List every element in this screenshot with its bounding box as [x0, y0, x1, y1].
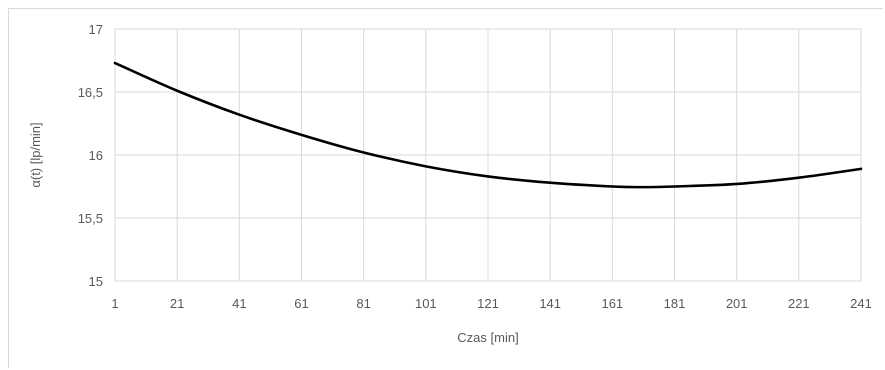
x-tick-label: 201 [726, 296, 748, 311]
x-tick-label: 121 [477, 296, 499, 311]
x-axis-title: Czas [min] [457, 330, 518, 345]
y-tick-label: 17 [89, 22, 103, 37]
x-tick-label: 21 [170, 296, 184, 311]
x-tick-label: 241 [850, 296, 872, 311]
y-tick-label: 15,5 [78, 211, 103, 226]
y-tick-label: 16 [89, 148, 103, 163]
x-tick-label: 61 [294, 296, 308, 311]
x-tick-label: 1 [111, 296, 118, 311]
y-tick-label: 16,5 [78, 85, 103, 100]
x-tick-label: 221 [788, 296, 810, 311]
gridlines [114, 28, 862, 282]
x-tick-labels: 1 21 41 61 81 101 121 141 161 181 201 221 241 [111, 296, 871, 311]
x-tick-label: 41 [232, 296, 246, 311]
series-group [113, 61, 863, 189]
x-tick-label: 101 [415, 296, 437, 311]
y-tick-labels: 15 15,5 16 16,5 17 [78, 22, 103, 289]
x-tick-label: 141 [539, 296, 561, 311]
x-tick-label: 181 [664, 296, 686, 311]
y-axis-title: α(t) [lp/min] [28, 122, 43, 187]
y-tick-label: 15 [89, 274, 103, 289]
x-tick-label: 161 [601, 296, 623, 311]
series-line [113, 61, 863, 189]
x-tick-label: 81 [356, 296, 370, 311]
